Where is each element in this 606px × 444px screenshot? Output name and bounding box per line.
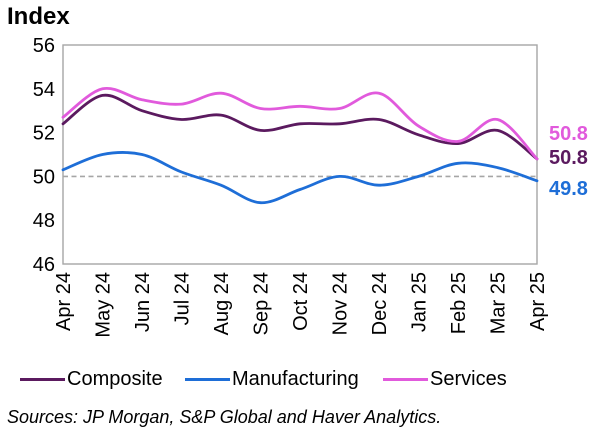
end-label-services: 50.8 [549, 123, 588, 145]
plot-frame [62, 44, 538, 265]
legend-label-services: Services [430, 367, 507, 390]
legend-item-services: Services [383, 366, 507, 392]
x-tick-label: Sep 24 [251, 272, 273, 335]
x-tick-label: Apr 25 [527, 272, 549, 331]
x-tick-label: Oct 24 [290, 272, 312, 331]
legend-label-composite: Composite [67, 367, 163, 390]
sources-note: Sources: JP Morgan, S&P Global and Haver… [7, 407, 442, 427]
legend-item-manufacturing: Manufacturing [185, 366, 359, 392]
y-tick-label: 48 [33, 210, 55, 232]
series-line-services [61, 86, 539, 161]
legend-item-composite: Composite [20, 366, 163, 392]
x-tick-label: Jun 24 [132, 272, 154, 332]
x-tick-label: Nov 24 [330, 272, 352, 335]
y-tick-label: 54 [33, 79, 55, 101]
legend-label-manufacturing: Manufacturing [232, 367, 359, 390]
x-tick-label: Jan 25 [409, 272, 431, 332]
chart-title: Index [7, 3, 70, 30]
x-tick-label: Mar 25 [488, 272, 510, 334]
legend-swatch-composite-icon [20, 377, 65, 381]
series-line-composite [61, 93, 539, 161]
end-label-manufacturing: 49.8 [549, 178, 588, 200]
legend-swatch-services-icon [383, 377, 428, 381]
y-tick-label: 50 [33, 166, 55, 188]
x-tick-label: Feb 25 [448, 272, 470, 334]
x-tick-label: Dec 24 [369, 272, 391, 335]
legend-swatch-manufacturing-icon [185, 377, 230, 381]
x-tick-label: Jul 24 [172, 272, 194, 325]
y-tick-label: 56 [33, 35, 55, 57]
series-line-manufacturing [61, 151, 539, 205]
x-tick-label: Apr 24 [53, 272, 75, 331]
y-tick-label: 46 [33, 254, 55, 276]
x-tick-label: Aug 24 [211, 272, 233, 335]
x-tick-label: May 24 [93, 272, 115, 338]
y-tick-label: 52 [33, 123, 55, 145]
end-label-composite: 50.8 [549, 147, 588, 169]
